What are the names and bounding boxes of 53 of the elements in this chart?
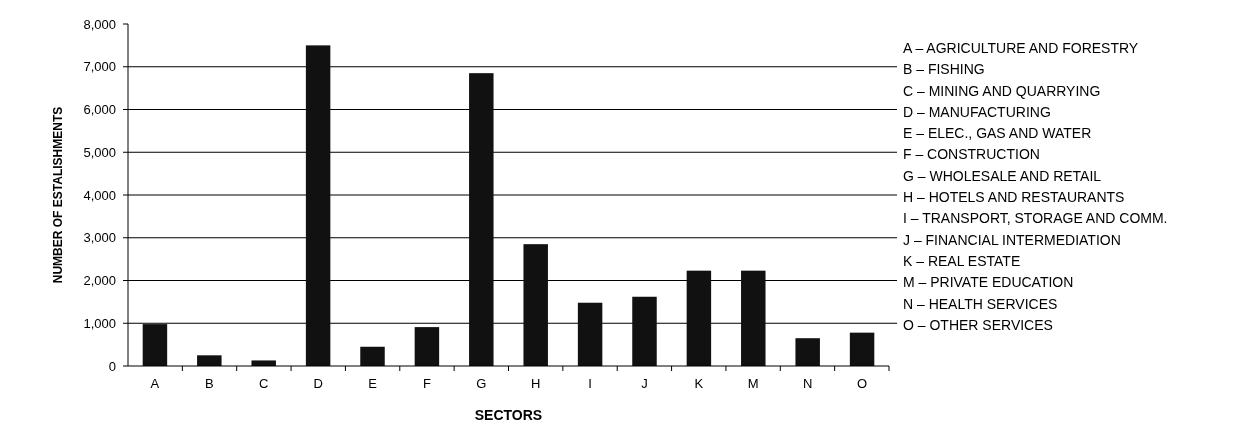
x-tick-label: F [422,376,431,391]
text: F – CONSTRUCTION [903,146,1040,163]
x-axis-title: SECTORS [474,407,543,423]
y-tick-label: 4,000 [83,187,116,203]
text: D – MANUFACTURING [903,103,1051,120]
text: G – WHOLESALE AND RETAIL [903,167,1102,184]
text: C – MINING AND QUARRYING [903,82,1101,99]
y-axis-title: NUMBER OF ESTALISHMENTS [51,106,65,284]
bar [197,355,222,366]
bar [469,73,494,366]
x-tick-label: C [259,376,269,391]
x-tick-label: A [150,376,160,391]
x-tick-label: E [368,376,378,391]
y-tick-label: 2,000 [83,273,116,289]
x-tick-label: H [531,376,541,391]
x-tick-label: D [313,376,323,391]
bar [686,270,712,366]
bar [251,360,276,366]
bar [360,346,385,366]
bar [849,332,875,366]
y-tick-label: 7,000 [83,59,116,75]
text: J – FINANCIAL INTERMEDIATION [903,231,1121,248]
text: I – TRANSPORT, STORAGE AND COMM. [903,210,1168,227]
bar [795,338,820,366]
bar [741,270,766,366]
y-tick-label: 0 [108,358,116,374]
x-tick-label: K [694,376,704,391]
text: E – ELEC., GAS AND WATER [903,125,1092,142]
y-tick-label: 1,000 [83,315,116,331]
x-tick-label: J [641,376,648,391]
x-tick-label: B [204,376,214,391]
text: M – PRIVATE EDUCATION [903,274,1074,291]
x-tick-label: M [747,376,759,391]
y-tick-label: 3,000 [83,230,116,246]
text: H – HOTELS AND RESTAURANTS [903,189,1125,205]
bar [142,324,168,366]
bar [523,244,548,366]
x-tick-label: G [476,376,487,391]
bar [632,296,657,366]
bar [414,327,440,366]
y-tick-label: 5,000 [83,144,116,160]
x-tick-label: I [588,376,592,391]
x-tick-label: N [802,376,813,391]
y-tick-label: 6,000 [83,102,116,118]
bar [577,302,603,366]
y-tick-label: 8,000 [83,16,116,32]
text: N – HEALTH SERVICES [903,295,1058,312]
text: A – AGRICULTURE AND FORESTRY [903,39,1139,56]
text: B – FISHING [903,61,985,78]
x-tick-label: O [857,376,868,391]
bar [305,45,331,366]
text: O – OTHER SERVICES [903,316,1053,333]
text: K – REAL ESTATE [903,252,1021,269]
